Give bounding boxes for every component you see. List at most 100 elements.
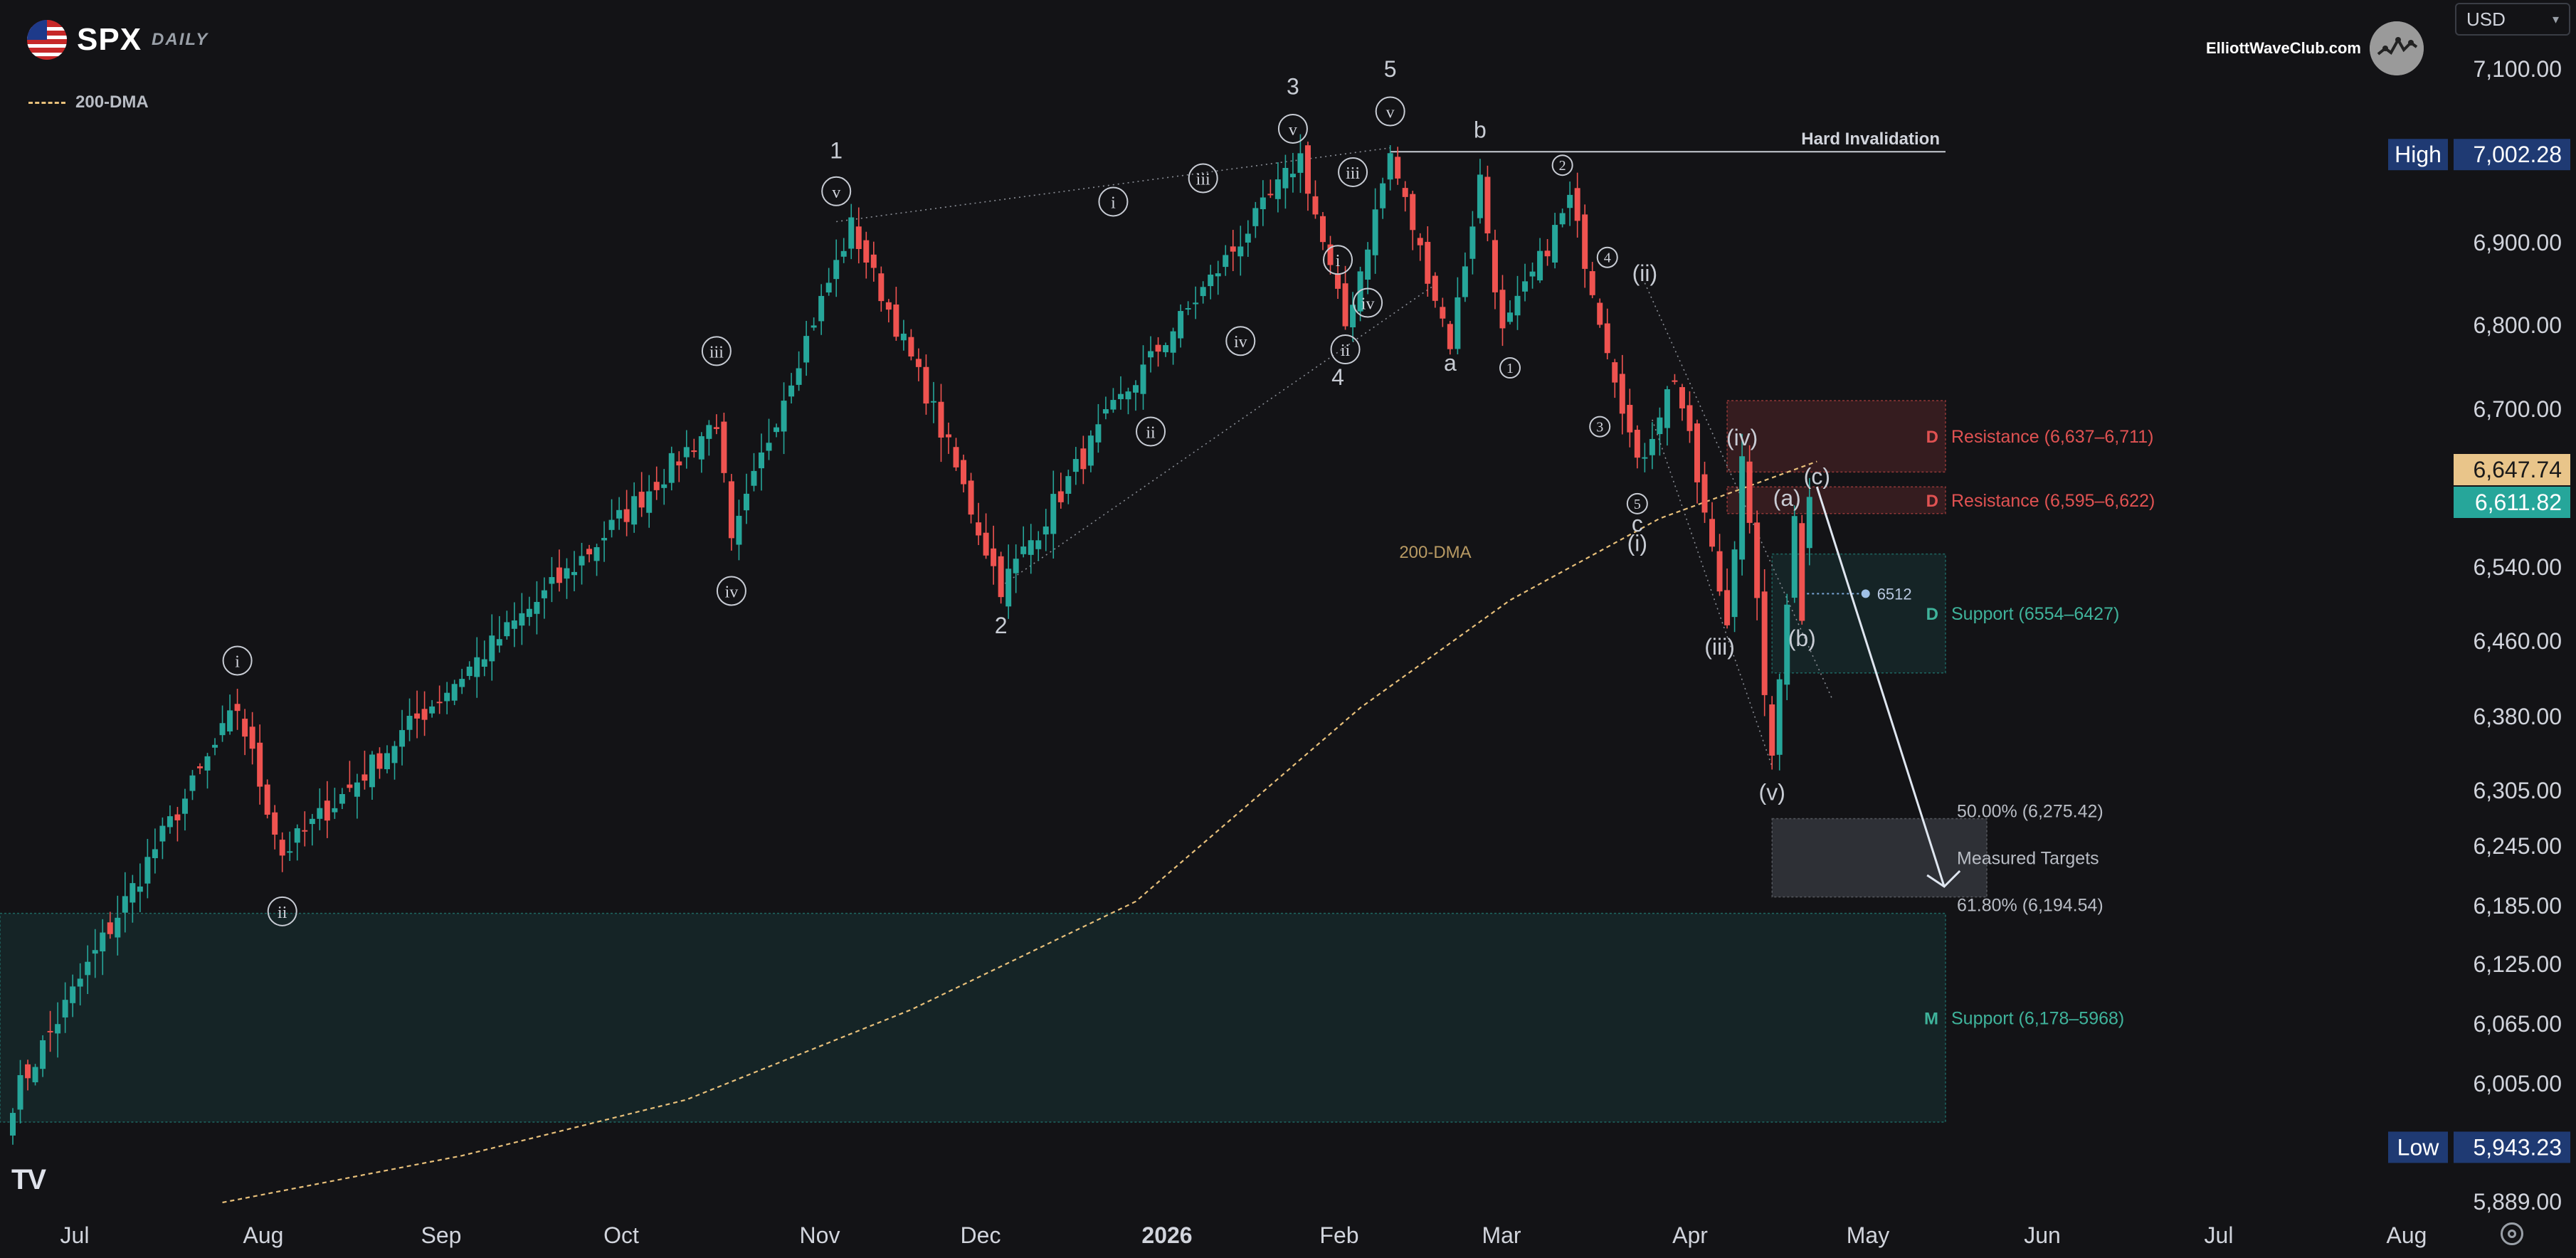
- wave-label: v: [1289, 121, 1297, 139]
- resistance-upper-zone: [1726, 400, 1946, 473]
- candle-body: [369, 754, 375, 788]
- x-axis-tick: 2026: [1141, 1222, 1192, 1248]
- candle-body: [713, 427, 719, 429]
- x-axis-tick: Jun: [2024, 1222, 2061, 1248]
- candle-body: [1260, 197, 1266, 210]
- candle-body: [743, 493, 749, 511]
- candle-body: [623, 509, 630, 522]
- wave-label: (i): [1627, 531, 1647, 556]
- candle-body: [62, 1000, 68, 1018]
- ma-200-chart-label: 200-DMA: [1399, 543, 1471, 562]
- candle-body: [668, 453, 675, 483]
- y-axis-tick: 6,005.00: [2473, 1071, 2562, 1096]
- candle-body: [17, 1075, 23, 1110]
- candle-body: [1642, 457, 1648, 459]
- candle-body: [1028, 540, 1034, 555]
- candle-body: [1178, 311, 1184, 339]
- x-axis-tick: Sep: [421, 1222, 462, 1248]
- low-tag-label: Low: [2397, 1134, 2440, 1160]
- candle-body: [811, 325, 817, 328]
- candle-body: [1574, 188, 1580, 221]
- candle-body: [1529, 271, 1536, 277]
- candle-body: [40, 1040, 46, 1069]
- ma-current-tag-bg: [2454, 454, 2570, 485]
- candle-body: [863, 240, 870, 263]
- candle-body: [1170, 331, 1176, 353]
- candles-layer: [10, 134, 1812, 1145]
- candle-body: [1289, 174, 1296, 178]
- candle-body: [174, 814, 181, 820]
- candle-body: [1042, 526, 1049, 535]
- candle-body: [878, 273, 885, 302]
- candle-body: [481, 659, 487, 667]
- trend-line-0: [836, 147, 1390, 223]
- wave-label: (v): [1759, 780, 1785, 805]
- symbol-header[interactable]: SPX DAILY: [27, 20, 208, 60]
- x-axis-tick: Aug: [243, 1222, 284, 1248]
- candle-body: [661, 484, 667, 488]
- settings-icon[interactable]: [2501, 1222, 2523, 1245]
- candle-body: [189, 775, 196, 791]
- candle-body: [1649, 438, 1655, 455]
- candle-body: [414, 713, 421, 719]
- candle-body: [638, 492, 645, 508]
- candle-body: [100, 932, 106, 952]
- candle-body: [1110, 400, 1117, 410]
- ma-200-line: [222, 460, 1817, 1204]
- candle-body: [436, 702, 443, 704]
- wave-label-circle: [1626, 492, 1648, 514]
- ma-legend-swatch: [28, 101, 65, 104]
- candle-body: [1440, 307, 1446, 319]
- candle-body: [1799, 523, 1805, 621]
- ticker-symbol: SPX: [77, 22, 142, 57]
- candle-body: [991, 548, 997, 566]
- wave-label-circle: [1338, 157, 1368, 187]
- x-axis-tick: Nov: [800, 1222, 840, 1248]
- projection-arrow-line: [1815, 486, 1946, 887]
- candle-body: [1514, 295, 1521, 316]
- currency-select[interactable]: USD ▾: [2455, 3, 2570, 36]
- candle-body: [459, 679, 465, 687]
- candle-body: [212, 744, 218, 748]
- wave-label: iv: [1234, 333, 1247, 352]
- candle-body: [1761, 591, 1768, 695]
- candle-body: [1185, 308, 1191, 310]
- ma-current-tag-value: 6,647.74: [2473, 457, 2562, 482]
- candle-body: [181, 798, 188, 814]
- candle-body: [1417, 238, 1423, 245]
- candle-body: [294, 828, 300, 843]
- candle-body: [1342, 283, 1348, 327]
- wave-label-circle: [1589, 416, 1611, 438]
- candle-body: [115, 917, 121, 938]
- candle-body: [586, 549, 593, 555]
- wave-label-circle: [1551, 154, 1573, 176]
- candle-body: [1402, 188, 1408, 197]
- wave-label-circle: [1596, 246, 1618, 268]
- candle-body: [1694, 423, 1700, 482]
- y-axis-tick: 6,700.00: [2473, 396, 2562, 422]
- wave-label: v: [832, 184, 840, 202]
- candle-body: [92, 950, 98, 954]
- candle-body: [1297, 153, 1304, 173]
- candle-body: [1724, 590, 1731, 625]
- candle-body: [1522, 281, 1529, 292]
- legend[interactable]: 200-DMA: [28, 92, 149, 112]
- candle-body: [803, 336, 810, 363]
- candle-body: [70, 986, 76, 1003]
- candle-body: [736, 515, 742, 545]
- candle-body: [272, 812, 278, 835]
- candle-body: [593, 546, 600, 561]
- candle-body: [1327, 244, 1334, 265]
- candle-body: [691, 450, 697, 453]
- candle-body: [1155, 344, 1161, 352]
- candle-body: [946, 434, 951, 438]
- high-tag-label: High: [2395, 142, 2442, 167]
- wave-label: (iv): [1726, 425, 1758, 450]
- candle-body: [302, 830, 308, 832]
- y-axis-tick: 6,380.00: [2473, 704, 2562, 729]
- candle-body: [130, 883, 136, 903]
- candle-body: [721, 421, 727, 473]
- candle-body: [1447, 324, 1453, 349]
- tradingview-logo-icon[interactable]: TV: [11, 1164, 46, 1195]
